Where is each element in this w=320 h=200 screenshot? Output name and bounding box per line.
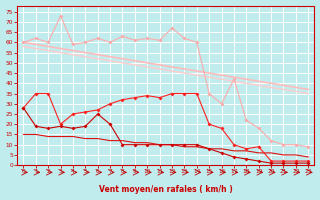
X-axis label: Vent moyen/en rafales ( km/h ): Vent moyen/en rafales ( km/h ) — [99, 185, 233, 194]
